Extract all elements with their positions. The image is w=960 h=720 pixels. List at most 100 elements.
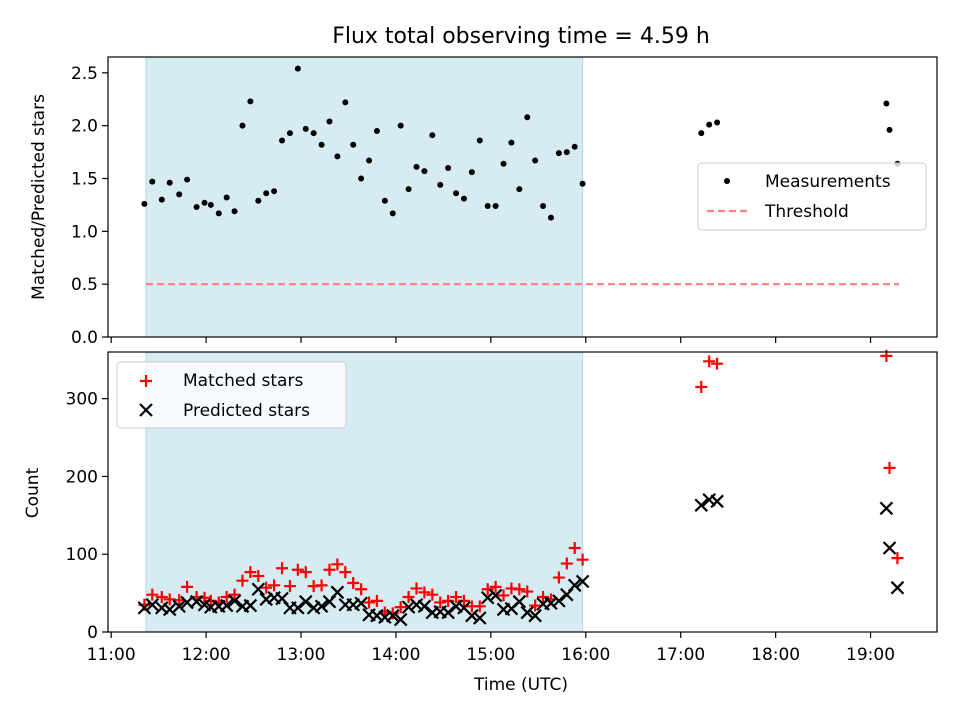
predicted-star-point bbox=[162, 602, 177, 617]
predicted-star-point bbox=[393, 612, 408, 627]
measurement-point bbox=[294, 65, 301, 72]
predicted-star-point bbox=[512, 594, 527, 609]
measurement-point bbox=[176, 191, 183, 198]
predicted-star-point bbox=[528, 608, 542, 623]
predicted-star-point bbox=[219, 598, 234, 613]
matched-star-point bbox=[537, 591, 550, 603]
measurement-point bbox=[326, 118, 333, 125]
ratio-legend: Measurements Threshold bbox=[697, 162, 927, 231]
measurement-point bbox=[286, 130, 293, 137]
matched-star-point bbox=[521, 585, 534, 598]
matched-star-point bbox=[568, 542, 581, 554]
matched-star-point bbox=[181, 580, 194, 593]
predicted-star-point bbox=[441, 605, 455, 620]
matched-star-point bbox=[402, 591, 415, 603]
measurement-point bbox=[334, 153, 341, 160]
measurement-point bbox=[437, 181, 444, 188]
predicted-star-point bbox=[473, 611, 487, 625]
legend-measurements-label: Measurements bbox=[765, 172, 891, 192]
x-tick-label: 13:00 bbox=[277, 645, 326, 665]
measurement-point bbox=[508, 139, 515, 146]
count-panel: 0 100 200 300 11:00 12:00 13:00 14:00 15:00 16:0… bbox=[23, 349, 938, 695]
x-tick-label: 18:00 bbox=[751, 645, 800, 665]
measurement-point bbox=[886, 126, 893, 133]
matched-star-point bbox=[291, 563, 304, 576]
ratio-legend-box bbox=[697, 162, 927, 231]
ratio-x-axis-ticks bbox=[110, 337, 872, 343]
predicted-star-point bbox=[385, 608, 400, 623]
measurement-point bbox=[460, 195, 467, 202]
y-tick-label: 0.0 bbox=[71, 328, 98, 348]
measurement-point bbox=[579, 180, 586, 187]
measurement-point bbox=[373, 127, 380, 134]
measurement-point bbox=[350, 141, 357, 148]
chart-title: Flux total observing time = 4.59 h bbox=[332, 24, 710, 49]
x-tick-label: 12:00 bbox=[182, 645, 231, 665]
matched-star-point bbox=[576, 553, 589, 566]
matched-star-point bbox=[410, 582, 423, 595]
measurement-point bbox=[405, 186, 412, 193]
legend-matched-label: Matched stars bbox=[183, 371, 303, 391]
matched-star-point bbox=[146, 588, 159, 601]
predicted-star-point bbox=[567, 578, 582, 593]
matched-star-point bbox=[268, 579, 281, 592]
x-tick-label: 17:00 bbox=[656, 645, 705, 665]
measurement-point bbox=[698, 130, 705, 137]
matched-star-point bbox=[695, 381, 708, 393]
measurement-point bbox=[184, 176, 191, 183]
predicted-star-point bbox=[291, 601, 305, 615]
matched-star-point bbox=[489, 580, 502, 593]
measurement-point bbox=[231, 208, 238, 215]
predicted-star-point bbox=[710, 494, 724, 509]
measurement-point bbox=[540, 202, 547, 209]
matched-star-point bbox=[513, 583, 526, 596]
y-tick-label: 2.0 bbox=[71, 117, 98, 137]
count-plot-frame bbox=[107, 351, 938, 633]
y-tick-label: 100 bbox=[66, 545, 98, 565]
matched-star-point bbox=[552, 571, 565, 584]
matched-star-point bbox=[481, 583, 494, 596]
predicted-star-point bbox=[575, 574, 590, 589]
measurement-point bbox=[255, 197, 262, 204]
measurement-point bbox=[366, 157, 373, 164]
predicted-star-point bbox=[465, 608, 479, 623]
measurement-point bbox=[381, 197, 388, 204]
night-span-shade-top bbox=[145, 56, 584, 338]
legend-predicted-label: Predicted stars bbox=[183, 401, 310, 421]
measurement-point bbox=[263, 190, 270, 197]
y-tick-label: 1.5 bbox=[71, 170, 98, 190]
measurement-point bbox=[149, 178, 156, 185]
measurement-point bbox=[516, 186, 523, 193]
measurement-point bbox=[310, 130, 317, 137]
measurement-point bbox=[271, 188, 278, 195]
y-tick-label: 2.5 bbox=[71, 64, 98, 84]
predicted-star-point bbox=[694, 498, 709, 512]
predicted-star-point bbox=[314, 599, 329, 614]
measurement-point bbox=[318, 141, 325, 148]
x-axis-label: Time (UTC) bbox=[473, 675, 568, 695]
measurement-point bbox=[555, 150, 562, 157]
predicted-star-point bbox=[890, 580, 905, 595]
measurement-point bbox=[239, 122, 246, 129]
predicted-star-point bbox=[401, 600, 416, 614]
measurement-point bbox=[215, 210, 222, 217]
y-tick-label: 0.5 bbox=[71, 275, 98, 295]
measurement-point bbox=[883, 100, 890, 107]
matched-star-point bbox=[363, 596, 376, 609]
x-tick-label: 19:00 bbox=[846, 645, 895, 665]
matched-star-point bbox=[434, 596, 447, 609]
measurement-point bbox=[223, 194, 230, 201]
matched-star-point bbox=[283, 580, 296, 593]
matched-star-point bbox=[703, 355, 716, 368]
predicted-star-point bbox=[354, 596, 368, 610]
measurement-point bbox=[413, 163, 420, 170]
matched-star-point bbox=[252, 570, 265, 582]
ratio-plot-frame bbox=[107, 56, 938, 338]
count-y-axis: 0 100 200 300 bbox=[66, 390, 108, 643]
matched-star-point bbox=[891, 552, 904, 565]
matched-star-point bbox=[315, 579, 328, 592]
predicted-star-point bbox=[137, 601, 152, 615]
x-tick-label: 15:00 bbox=[466, 645, 515, 665]
x-tick-label: 11:00 bbox=[87, 645, 136, 665]
predicted-star-point bbox=[488, 588, 503, 603]
